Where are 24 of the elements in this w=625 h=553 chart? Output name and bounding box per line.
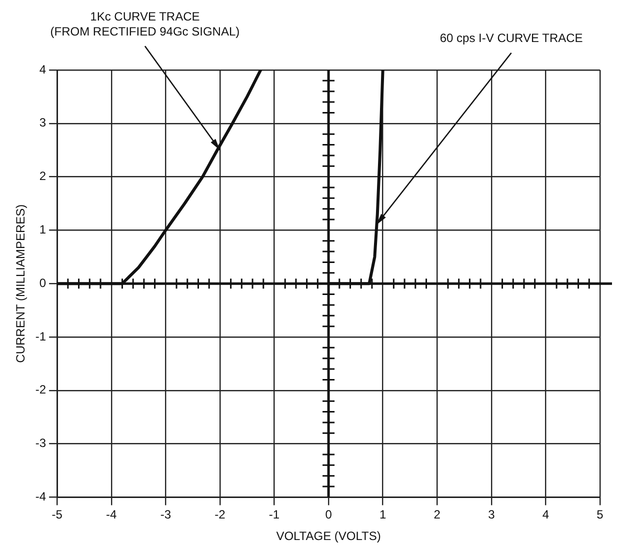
y-tick-label: -1	[35, 329, 46, 344]
y-tick-label: -3	[35, 436, 46, 450]
annotation: 60 cps I-V CURVE TRACE	[440, 31, 583, 46]
x-tick-label: 1	[379, 508, 386, 522]
x-tick-label: -2	[214, 508, 226, 522]
y-tick-label: 4	[39, 62, 46, 76]
annotation: 1Kc CURVE TRACE (FROM RECTIFIED 94Gc SIGNAL)	[50, 9, 240, 38]
x-axis-title: VOLTAGE (VOLTS)	[276, 529, 381, 544]
x-tick-label: 4	[542, 508, 550, 522]
x-tick-label: 3	[488, 508, 496, 522]
x-tick-label: -5	[52, 508, 63, 522]
y-axis-title: CURRENT (MILLIAMPERES)	[14, 204, 28, 363]
y-tick-label: 1	[39, 222, 46, 237]
x-tick-label: 2	[434, 508, 441, 522]
y-tick-label: -2	[35, 382, 46, 397]
x-tick-label: 0	[325, 508, 332, 522]
y-tick-label: 0	[39, 276, 46, 290]
y-tick-label: 3	[39, 116, 46, 130]
x-tick-label: -4	[106, 508, 118, 522]
x-tick-label: 5	[596, 508, 604, 522]
x-tick-label: -3	[160, 508, 172, 522]
x-tick-label: -1	[268, 508, 280, 522]
y-tick-label: 2	[39, 169, 46, 184]
y-tick-label: -4	[35, 490, 46, 504]
